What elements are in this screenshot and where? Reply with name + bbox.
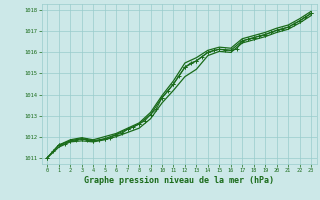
X-axis label: Graphe pression niveau de la mer (hPa): Graphe pression niveau de la mer (hPa) <box>84 176 274 185</box>
